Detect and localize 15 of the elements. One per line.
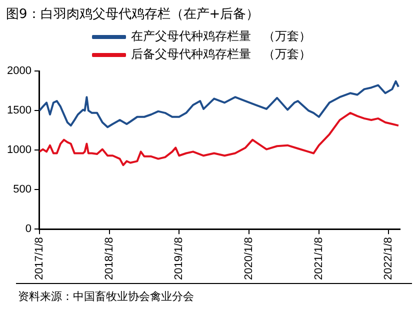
x-tick-label: 2018/1/8	[103, 237, 116, 280]
x-tick-label: 2022/1/8	[382, 237, 395, 280]
text: 资料来源：中国畜牧业协会禽业分会	[17, 289, 195, 304]
y-tick-label: 2000	[6, 65, 32, 78]
legend-label: 在产父母代种鸡存栏量 （万套）	[131, 29, 311, 44]
x-tick-label: 2020/1/8	[242, 237, 255, 280]
y-tick-label: 500	[13, 184, 32, 196]
x-tick-label: 2019/1/8	[173, 237, 186, 280]
y-tick-label: 0	[25, 223, 32, 236]
x-tick-label: 2021/1/8	[312, 237, 325, 280]
y-tick-label: 1000	[6, 144, 32, 156]
x-tick-label: 2017/1/8	[34, 237, 46, 280]
chart-title: 图9：白羽肉鸡父母代鸡存栏（在产+后备）	[5, 6, 260, 24]
legend-label: 后备父母代种鸡存栏量 （万套）	[131, 47, 311, 62]
y-tick-label: 1500	[6, 104, 32, 117]
